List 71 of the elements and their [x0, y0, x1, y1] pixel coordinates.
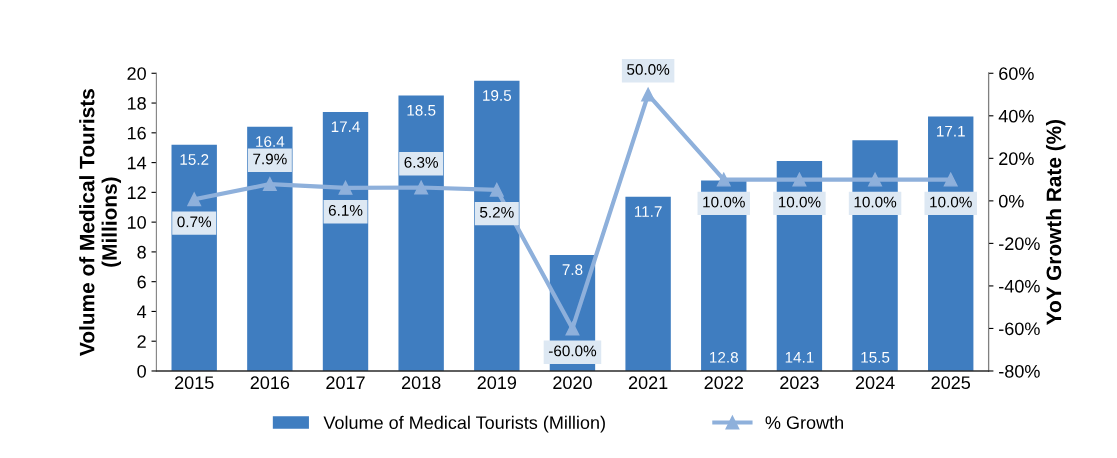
- y2-tick-label: -40%: [999, 279, 1040, 293]
- data-label: 14.1: [785, 352, 814, 363]
- bar: [247, 126, 293, 371]
- data-label: 10.0%: [778, 196, 821, 208]
- y-tick-label: 10: [127, 216, 146, 229]
- data-label: 5.2%: [480, 206, 514, 218]
- x-tick-label: 2022: [704, 376, 743, 390]
- point: [868, 172, 883, 187]
- y-tick-label: 12: [127, 186, 146, 199]
- data-label: 10.0%: [703, 196, 745, 208]
- data-label: 12.8: [710, 351, 738, 363]
- x-tick-label: 2024: [855, 376, 895, 390]
- data-label: 19.5: [483, 90, 512, 101]
- point: [716, 172, 731, 187]
- y2-tick-label: 20%: [999, 152, 1034, 166]
- y2-tick-label: -60%: [999, 322, 1040, 336]
- y-tick-label: 18: [127, 96, 146, 110]
- point: [565, 321, 580, 336]
- point: [187, 192, 202, 207]
- point: [338, 180, 353, 195]
- point: [641, 87, 656, 102]
- x-tick-label: 2018: [401, 376, 441, 390]
- data-label: 15.2: [180, 154, 209, 165]
- data-label: 50.0%: [627, 64, 670, 75]
- data-label: -60.0%: [548, 345, 597, 357]
- bar: [322, 111, 369, 371]
- y2-axis-title: YoY Growth Rate (%): [1045, 119, 1066, 325]
- y-tick-label: 16: [127, 126, 146, 140]
- point: [943, 172, 958, 187]
- y-tick-label: 20: [127, 67, 146, 80]
- y2-tick-label: 40%: [998, 109, 1034, 123]
- x-tick-label: 2025: [931, 376, 971, 390]
- data-label: 17.1: [937, 125, 965, 137]
- x-tick-label: 2023: [780, 376, 819, 390]
- data-label: 6.1%: [328, 204, 363, 216]
- data-label: 18.5: [407, 104, 436, 116]
- data-label: 0.7%: [177, 216, 212, 228]
- data-label: 7.8: [562, 264, 583, 276]
- point: [489, 182, 504, 197]
- y-tick-label: 8: [137, 245, 146, 259]
- x-tick-label: 2020: [553, 376, 592, 390]
- point: [414, 180, 429, 195]
- x-tick-label: 2015: [175, 376, 214, 390]
- data-label: 15.5: [861, 352, 890, 363]
- y-axis-title: Volume of Medical Tourists (Millions): [79, 89, 122, 356]
- legend-label: % Growth: [765, 415, 843, 430]
- y2-tick-label: 0%: [998, 194, 1024, 208]
- x-tick-label: 2017: [326, 376, 365, 390]
- data-label: 16.4: [256, 136, 285, 148]
- point: [792, 172, 807, 187]
- x-tick-label: 2021: [628, 376, 668, 390]
- bar: [474, 80, 520, 371]
- data-label: 6.3%: [404, 156, 439, 168]
- data-label: 10.0%: [854, 196, 897, 208]
- y2-tick-label: -80%: [999, 364, 1040, 378]
- legend-label: Volume of Medical Tourists (Million): [323, 415, 605, 433]
- y-tick-label: 2: [137, 335, 146, 348]
- y-tick-label: 6: [137, 275, 146, 289]
- y-tick-label: 4: [137, 305, 147, 318]
- data-label: 10.0%: [930, 196, 972, 208]
- y-tick-label: 14: [127, 156, 147, 170]
- data-label: 17.4: [331, 121, 360, 132]
- data-label: 11.7: [634, 206, 662, 217]
- y2-tick-label: 60%: [999, 67, 1034, 80]
- point: [262, 177, 277, 192]
- data-label: 7.9%: [253, 153, 287, 165]
- bar: [625, 196, 671, 371]
- y-tick-label: 0: [137, 364, 146, 378]
- x-tick-label: 2016: [250, 376, 290, 390]
- y2-tick-label: -20%: [999, 237, 1040, 251]
- x-tick-label: 2019: [477, 376, 517, 390]
